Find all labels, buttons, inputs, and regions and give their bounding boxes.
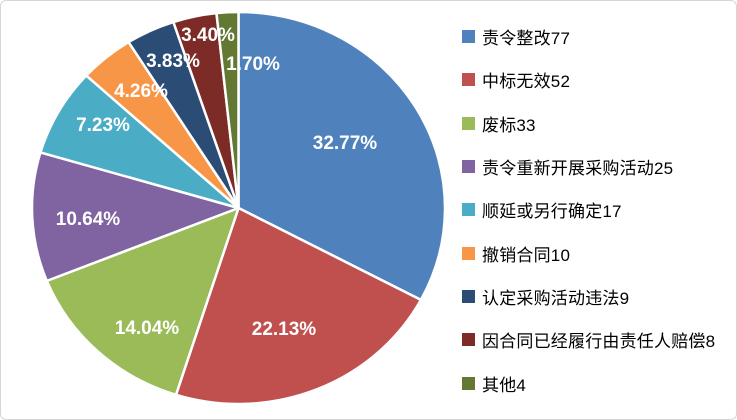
- pie-percent-label-5: 7.23%: [76, 115, 130, 136]
- pie-percent-label-2: 22.13%: [252, 319, 317, 340]
- pie-slices: [30, 10, 447, 406]
- legend-item-label: 中标无效52: [482, 72, 571, 92]
- legend-swatch-icon: [462, 203, 475, 217]
- pie-percent-labels: 32.77% 22.13% 14.04% 10.64% 7.23% 4.26% 3.83% 3…: [56, 25, 378, 340]
- pie-slice-3[interactable]: [45, 206, 240, 397]
- legend-item-2[interactable]: 中标无效52: [462, 58, 730, 101]
- pie-percent-label-6: 4.26%: [114, 81, 168, 102]
- legend-item-7[interactable]: 认定采购活动违法9: [462, 275, 730, 318]
- pie-slice-4[interactable]: [30, 151, 240, 283]
- legend-item-label: 废标33: [482, 115, 536, 135]
- legend-swatch-icon: [462, 116, 475, 130]
- legend-swatch-icon: [462, 376, 475, 390]
- legend-item-6[interactable]: 撤销合同10: [462, 231, 730, 274]
- pie-percent-label-7: 3.83%: [146, 51, 200, 72]
- legend-swatch-icon: [462, 73, 475, 87]
- legend-item-label: 其他4: [482, 375, 527, 395]
- legend-item-8[interactable]: 因合同已经履行由责任人赔偿8: [462, 318, 730, 361]
- pie-slice-9[interactable]: [215, 10, 240, 210]
- pie-slice-2[interactable]: [174, 206, 423, 406]
- legend-item-4[interactable]: 责令重新开展采购活动25: [462, 145, 730, 188]
- pie-percent-label-9: 1.70%: [226, 54, 280, 75]
- pie-percent-label-3: 14.04%: [115, 318, 180, 339]
- pie-percent-label-1: 32.77%: [313, 133, 378, 154]
- legend-item-label: 因合同已经履行由责任人赔偿8: [482, 332, 716, 352]
- legend-swatch-icon: [462, 30, 475, 44]
- legend-item-label: 认定采购活动违法9: [482, 288, 630, 308]
- legend-item-9[interactable]: 其他4: [462, 361, 730, 404]
- legend-swatch-icon: [462, 333, 475, 347]
- legend-swatch-icon: [462, 246, 475, 260]
- legend: 责令整改77 中标无效52 废标33 责令重新开展采购活动25 顺延或另行确定17 撤销合…: [462, 15, 730, 405]
- pie-slice-1[interactable]: [237, 10, 447, 302]
- legend-item-label: 责令重新开展采购活动25: [482, 159, 674, 179]
- legend-item-5[interactable]: 顺延或另行确定17: [462, 188, 730, 231]
- legend-item-label: 撤销合同10: [482, 245, 571, 265]
- legend-item-label: 责令整改77: [482, 29, 571, 49]
- pie-percent-label-4: 10.64%: [56, 209, 121, 230]
- pie-percent-label-8: 3.40%: [181, 25, 235, 46]
- legend-swatch-icon: [462, 289, 475, 303]
- legend-item-1[interactable]: 责令整改77: [462, 15, 730, 58]
- legend-item-3[interactable]: 废标33: [462, 102, 730, 145]
- legend-swatch-icon: [462, 160, 475, 174]
- legend-item-label: 顺延或另行确定17: [482, 202, 622, 222]
